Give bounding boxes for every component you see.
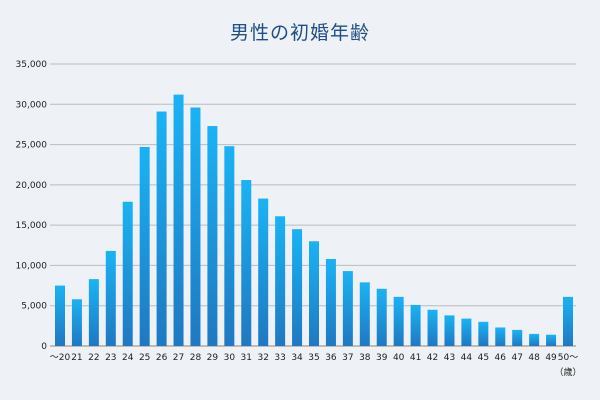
bar-3 [105, 250, 116, 346]
bar-30 [563, 296, 573, 346]
x-tick-label: 34 [291, 353, 303, 363]
y-tick-label: 30,000 [16, 100, 48, 110]
y-tick-label: 20,000 [16, 181, 48, 191]
bar-5 [139, 146, 150, 346]
bar-24 [461, 318, 472, 346]
x-tick-label: 42 [427, 353, 438, 363]
x-tick-label: 21 [71, 353, 82, 363]
bar-6 [156, 111, 167, 346]
x-tick-label: 37 [342, 353, 353, 363]
bar-9 [207, 126, 218, 346]
x-tick-label: 48 [528, 353, 540, 363]
x-tick-label: 43 [444, 353, 455, 363]
bar-20 [393, 296, 404, 346]
bar-4 [122, 201, 133, 346]
y-axis-labels: 0 5,000 10,000 15,000 20,000 25,000 30,000 35,0… [16, 60, 48, 352]
x-tick-label: 29 [207, 353, 219, 363]
bar-23 [444, 315, 455, 346]
x-tick-label: 28 [190, 353, 202, 363]
x-tick-label: 44 [461, 353, 473, 363]
x-tick-label: 50～ [558, 353, 578, 363]
x-tick-label: 30 [224, 353, 236, 363]
y-tick-label: 15,000 [16, 221, 48, 231]
y-tick-label: 0 [41, 342, 47, 352]
bar-14 [292, 229, 303, 346]
x-tick-label: 23 [105, 353, 116, 363]
bar-18 [359, 282, 370, 346]
bar-15 [309, 241, 319, 346]
bar-13 [275, 216, 286, 346]
y-tick-label: 10,000 [16, 261, 48, 271]
bar-22 [427, 309, 438, 346]
x-tick-label: 36 [325, 353, 337, 363]
x-tick-label: 22 [88, 353, 99, 363]
bar-29 [546, 334, 557, 346]
x-tick-label: 47 [511, 353, 522, 363]
bar-26 [495, 327, 506, 346]
x-tick-label: 31 [241, 353, 252, 363]
x-tick-label: 45 [478, 353, 489, 363]
bar-17 [342, 271, 353, 346]
bar-7 [173, 94, 184, 346]
y-tick-label: 5,000 [21, 302, 47, 312]
x-tick-label: 27 [173, 353, 184, 363]
chart-title: 男性の初婚年齢 [229, 22, 370, 44]
bar-8 [190, 107, 201, 346]
bars [55, 94, 573, 346]
bar-16 [325, 258, 336, 346]
y-tick-label: 35,000 [16, 60, 48, 70]
x-tick-label: 40 [393, 353, 405, 363]
x-tick-label: 24 [122, 353, 134, 363]
x-tick-label: 26 [156, 353, 168, 363]
bar-1 [71, 299, 82, 346]
x-tick-label: 32 [257, 353, 268, 363]
bar-28 [529, 333, 540, 346]
x-tick-label: 39 [376, 353, 388, 363]
bar-0 [55, 285, 65, 346]
bar-27 [512, 329, 523, 346]
bar-2 [88, 279, 99, 346]
x-tick-label: 49 [545, 353, 557, 363]
bar-19 [376, 288, 387, 346]
x-tick-label: 33 [274, 353, 285, 363]
bar-25 [478, 321, 489, 346]
x-tick-label: 41 [410, 353, 421, 363]
x-tick-label: 46 [495, 353, 507, 363]
bar-21 [410, 304, 421, 346]
bar-11 [241, 180, 252, 346]
bar-12 [258, 198, 269, 346]
y-tick-label: 25,000 [16, 141, 48, 151]
x-axis-unit-label: （歳） [554, 366, 581, 378]
x-tick-label: 25 [139, 353, 150, 363]
bar-10 [224, 146, 235, 346]
x-tick-label: 35 [308, 353, 319, 363]
x-tick-label: ～20 [50, 353, 71, 363]
x-tick-label: 38 [359, 353, 371, 363]
x-axis-labels: ～20 21 22 23 24 25 26 27 28 29 30 31 32 33 34 35 36 37 38 3… [50, 353, 578, 363]
